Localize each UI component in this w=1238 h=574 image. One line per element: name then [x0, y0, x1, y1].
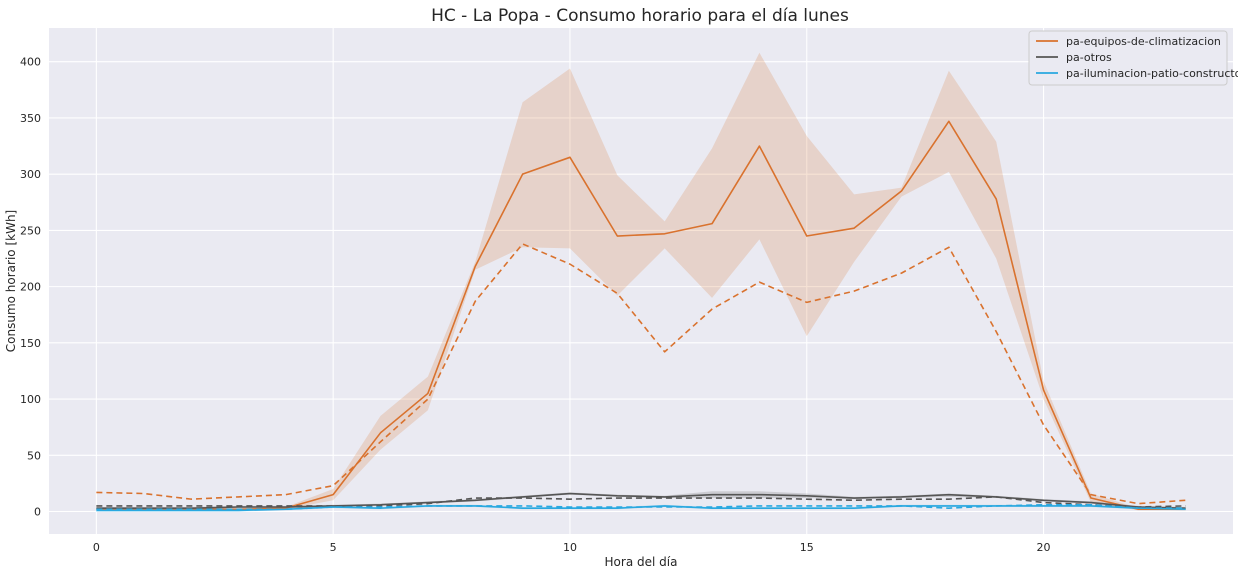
dashed-line-3 [96, 496, 1186, 508]
y-tick-label: 50 [27, 449, 41, 462]
legend-label-climatizacion: pa-equipos-de-climatizacion [1066, 35, 1221, 48]
y-tick-label: 0 [34, 506, 41, 519]
x-tick-label: 20 [1037, 541, 1051, 554]
grid [49, 28, 1233, 534]
x-tick-label: 5 [330, 541, 337, 554]
dashed-line-1 [96, 243, 1186, 505]
series-line-0 [96, 120, 1186, 511]
legend: pa-equipos-de-climatizacion pa-otros pa-… [1028, 30, 1238, 86]
y-tick-label: 300 [20, 168, 41, 181]
legend-label-iluminacion: pa-iluminacion-patio-constructor [1066, 67, 1238, 80]
x-tick-label: 10 [563, 541, 577, 554]
legend-label-otros: pa-otros [1066, 51, 1112, 64]
y-tick-label: 350 [20, 112, 41, 125]
plot-area [49, 28, 1233, 534]
x-axis-label: Hora del día [605, 555, 678, 569]
y-axis-label: Consumo horario [kWh] [4, 210, 18, 352]
x-tick-label: 15 [800, 541, 814, 554]
series-lines [96, 120, 1186, 512]
y-tick-label: 150 [20, 337, 41, 350]
series-line-2 [96, 492, 1186, 509]
y-tick-label: 250 [20, 224, 41, 237]
y-tick-label: 100 [20, 393, 41, 406]
y-tick-label: 200 [20, 281, 41, 294]
tick-labels: 0 50 100 150 200 250 300 350 400 0 5 10 15 20 [20, 56, 1051, 554]
y-tick-label: 400 [20, 56, 41, 69]
x-tick-label: 0 [93, 541, 100, 554]
confidence-band-0 [96, 52, 1186, 511]
dashed-line-5 [96, 503, 1186, 511]
legend-box [1028, 30, 1228, 86]
chart-title: HC - La Popa - Consumo horario para el d… [431, 6, 849, 26]
